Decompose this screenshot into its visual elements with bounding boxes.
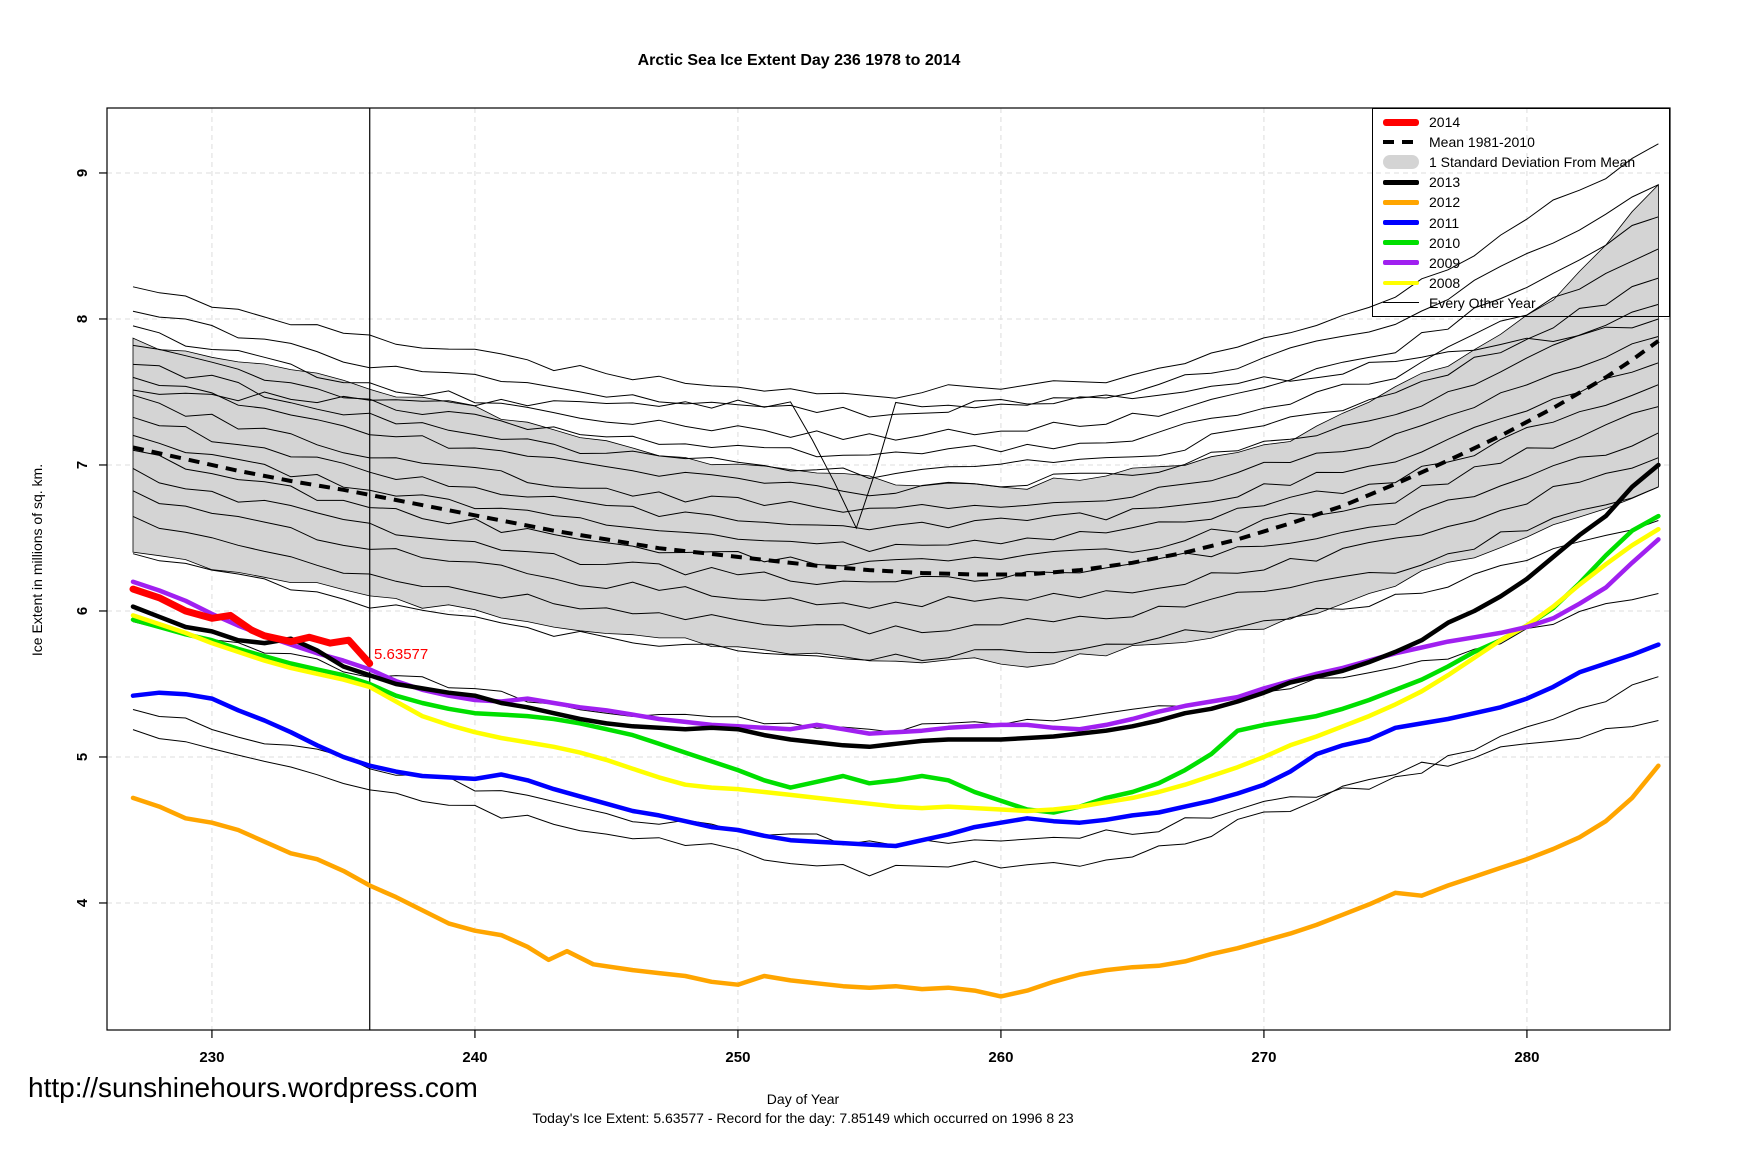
background-year-line [132, 520, 1659, 662]
background-year-line [132, 336, 1659, 513]
legend-item-2014: 2014 [1383, 115, 1665, 129]
legend-label: 2009 [1429, 254, 1461, 271]
background-year-line [132, 486, 1659, 635]
legend-swatch-every-other-year-icon [1383, 302, 1419, 304]
svg-text:270: 270 [1251, 1049, 1276, 1066]
legend-item-stddev: 1 Standard Deviation From Mean [1383, 154, 1665, 171]
background-year-line [132, 432, 1659, 586]
svg-text:5: 5 [74, 753, 91, 761]
series-line-2008 [130, 526, 1661, 814]
background-year-line [132, 143, 1659, 399]
mean-line [132, 339, 1660, 577]
background-year-line [132, 318, 1659, 530]
series-line-2013 [130, 462, 1661, 750]
legend-label: 1 Standard Deviation From Mean [1429, 154, 1636, 171]
value-annotation: 5.63577 [374, 646, 429, 663]
legend-item-every-other-year: Every Other Year [1383, 296, 1665, 310]
legend-item-2009: 2009 [1383, 256, 1665, 270]
svg-text:230: 230 [199, 1049, 224, 1066]
svg-text:8: 8 [74, 315, 91, 323]
svg-text:9: 9 [74, 169, 91, 177]
legend-label: 2012 [1429, 194, 1461, 211]
background-year-line [132, 362, 1659, 531]
series-line-2010 [130, 513, 1661, 815]
legend-label: 2008 [1429, 274, 1461, 291]
legend-label: Every Other Year [1429, 294, 1536, 311]
legend-swatch-2009-icon [1383, 260, 1419, 265]
legend-label: 2011 [1429, 214, 1460, 231]
background-year-line [132, 216, 1659, 441]
legend-swatch-2010-icon [1383, 240, 1419, 245]
background-year-line [132, 184, 1659, 418]
legend-swatch-2013-icon [1383, 180, 1419, 185]
background-year-line [132, 303, 1659, 497]
legend-item-2013: 2013 [1383, 175, 1665, 189]
background-year-line [132, 277, 1659, 480]
plot-border [106, 107, 1671, 1031]
legend-swatch-2011-icon [1383, 220, 1419, 225]
legend-swatch-2008-icon [1383, 280, 1419, 286]
y-axis-label: Ice Extent in millions of sq. km. [29, 463, 45, 657]
legend-label: 2013 [1429, 174, 1461, 191]
series-line-2014 [129, 585, 374, 667]
legend-label: 2014 [1429, 114, 1461, 131]
legend-swatch-mean-icon [1383, 140, 1419, 145]
svg-text:7: 7 [74, 461, 91, 469]
svg-text:260: 260 [988, 1049, 1013, 1066]
svg-text:4: 4 [74, 898, 91, 907]
series-line-2012 [130, 763, 1661, 999]
legend-swatch-2012-icon [1383, 200, 1419, 205]
legend-item-2010: 2010 [1383, 236, 1665, 250]
legend-item-2008: 2008 [1383, 276, 1665, 290]
series-line-2009 [130, 537, 1661, 736]
background-year-line [132, 406, 1659, 567]
axis-layer: 230 240 250 260 270 280 4 5 6 7 8 9 [74, 169, 1539, 1066]
background-year-line [132, 248, 1659, 458]
background-year-line [132, 457, 1659, 609]
svg-text:6: 6 [74, 607, 91, 615]
legend-item-2011: 2011 [1383, 216, 1665, 230]
footer-url: http://sunshinehours.wordpress.com [28, 1072, 478, 1103]
footer-stats: Today's Ice Extent: 5.63577 - Record for… [532, 1110, 1074, 1126]
svg-text:240: 240 [462, 1049, 487, 1066]
legend-swatch-stddev-icon [1383, 155, 1419, 170]
legend-item-mean: Mean 1981-2010 [1383, 135, 1665, 149]
background-year-line [132, 720, 1659, 877]
series-line-2011 [130, 642, 1661, 849]
series-layer [129, 462, 1661, 999]
chart-title: Arctic Sea Ice Extent Day 236 1978 to 20… [637, 52, 961, 69]
legend-item-2012: 2012 [1383, 195, 1665, 209]
legend: 2014 Mean 1981-2010 1 Standard Deviation… [1372, 108, 1670, 317]
legend-label: 2010 [1429, 234, 1461, 251]
background-year-line [132, 384, 1659, 553]
legend-label: Mean 1981-2010 [1429, 134, 1535, 151]
svg-text:250: 250 [725, 1049, 750, 1066]
legend-swatch-2014-icon [1383, 118, 1419, 126]
svg-text:280: 280 [1514, 1049, 1539, 1066]
x-axis-label: Day of Year [766, 1091, 840, 1107]
